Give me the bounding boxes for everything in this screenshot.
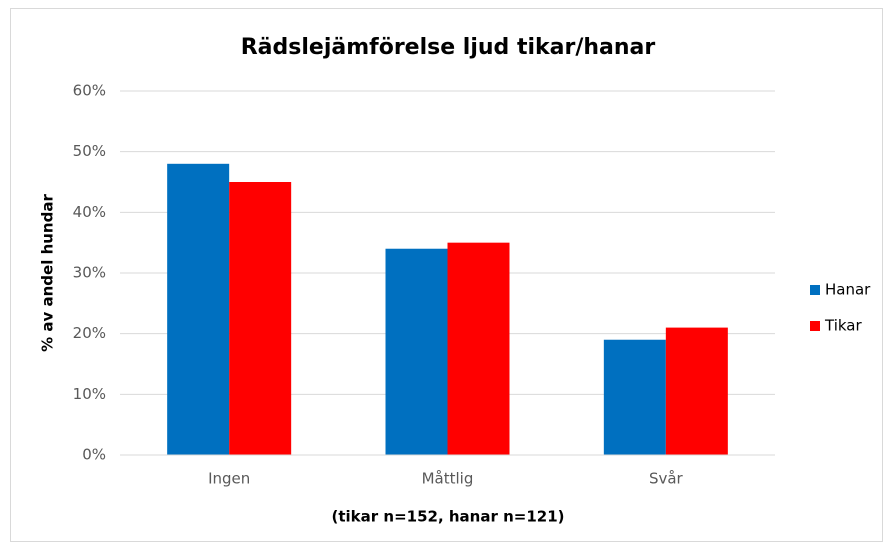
legend-swatch [810,321,820,331]
bar [229,182,292,455]
legend-swatch [810,285,820,295]
y-tick-label: 30% [73,264,106,282]
bar [385,248,448,455]
y-tick-label: 40% [73,203,106,221]
y-tick-label: 10% [73,385,106,403]
bar [603,339,666,455]
x-axis-title: (tikar n=152, hanar n=121) [332,508,565,526]
legend-label: Hanar [825,281,871,299]
x-tick-label: Svår [649,470,684,488]
y-tick-label: 20% [73,324,106,342]
bar [167,163,230,456]
y-tick-label: 50% [73,142,106,160]
y-tick-label: 0% [82,446,106,464]
chart-title: Rädslejämförelse ljud tikar/hanar [241,35,656,60]
legend-label: Tikar [824,317,862,335]
x-tick-label: Ingen [208,470,250,488]
x-tick-label: Måttlig [422,470,474,488]
bar [447,242,510,455]
y-axis-title: % av andel hundar [39,194,57,352]
bar [665,327,728,455]
y-tick-label: 60% [73,82,106,100]
